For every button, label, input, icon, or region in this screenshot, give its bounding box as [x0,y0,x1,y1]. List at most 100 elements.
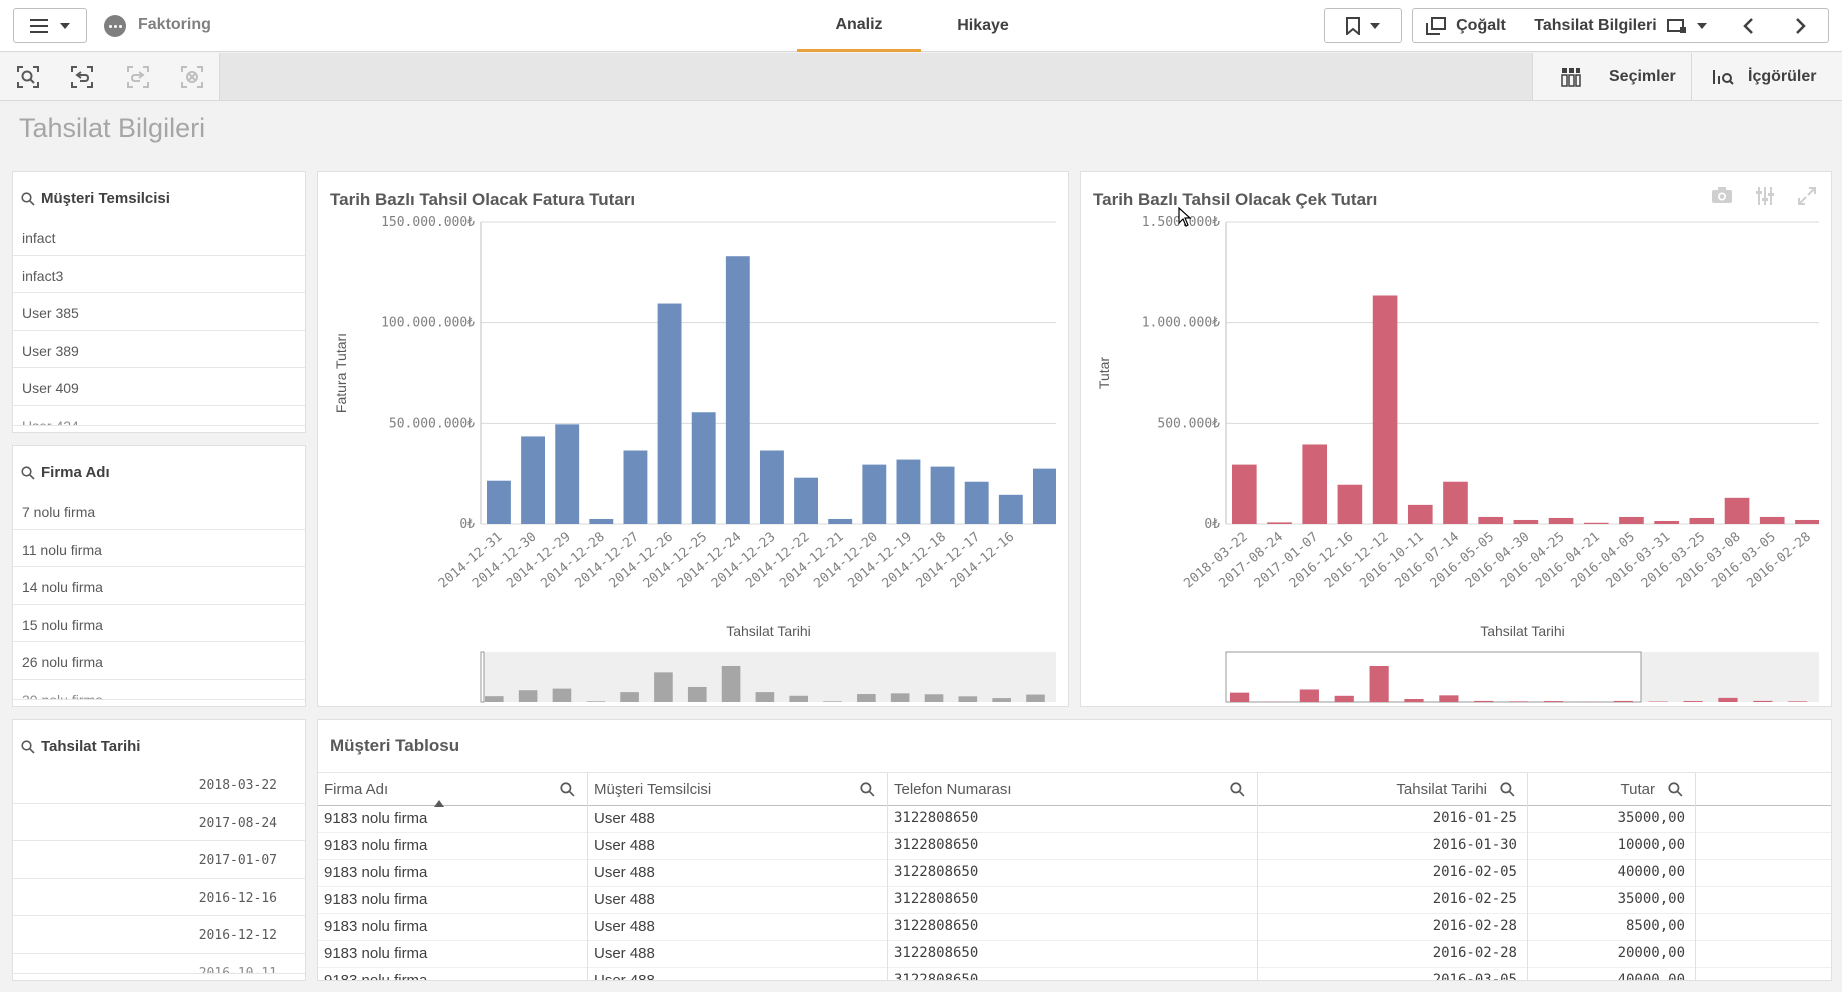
chart-actions [1711,186,1817,206]
navigation-menu-button[interactable] [13,8,87,43]
y-tick-label: 50.000.000₺ [389,416,475,431]
bar [964,481,989,524]
tab-analiz[interactable]: Analiz [797,0,921,52]
table-row[interactable]: 9183 nolu firma User 488 3122808650 2016… [318,914,1831,941]
bar [1407,504,1433,524]
duplicate-icon [1426,16,1447,35]
list-item[interactable]: infact [13,218,305,256]
exploration-menu-icon[interactable] [1755,186,1775,206]
bar-chart-cek[interactable]: 0₺500.000₺1.000.000₺1.500.000₺Tutar2018-… [1081,172,1832,707]
list-item[interactable]: 30 nolu firma [13,680,305,700]
chevron-left-icon [1742,17,1753,34]
list-item[interactable]: 11 nolu firma [13,530,305,567]
filter-pane-tahsilat-tarihi[interactable]: Tahsilat Tarihi 2018-03-22 2017-08-24 20… [12,719,306,981]
list-item[interactable]: infact3 [13,256,305,293]
table-row[interactable]: 9183 nolu firma User 488 3122808650 2016… [318,860,1831,887]
previous-sheet-button[interactable] [1722,8,1774,43]
mini-bar [518,690,538,702]
mini-bar [857,694,876,702]
column-header-firma-adi[interactable]: Firma Adı [318,773,588,807]
search-icon[interactable] [860,782,875,797]
list-item[interactable]: 2016-12-16 [13,879,305,916]
mini-bar [1369,666,1389,702]
y-tick-label: 0₺ [459,517,475,532]
x-axis-label: Tahsilat Tarihi [726,623,811,639]
sheet-selector-label: Tahsilat Bilgileri [1534,16,1657,34]
list-item[interactable]: 2016-12-12 [13,916,305,954]
table-row[interactable]: 9183 nolu firma User 488 3122808650 2016… [318,941,1831,968]
top-bar: Faktoring Analiz Hikaye Çoğalt Tahsilat … [0,0,1842,52]
list-item[interactable]: 2016-10-11 [13,954,305,974]
list-item[interactable]: User 424 [13,406,305,426]
list-item[interactable]: User 409 [13,368,305,406]
list-item[interactable]: 2017-01-07 [13,841,305,879]
search-icon[interactable] [1500,782,1515,797]
camera-icon[interactable] [1711,186,1733,204]
search-icon[interactable] [1230,782,1245,797]
filter-pane-musteri-temsilcisi[interactable]: Müşteri Temsilcisi infact infact3 User 3… [12,171,306,433]
mini-bar [924,694,944,702]
filter-title: Firma Adı [21,464,110,481]
mini-bar [1334,695,1354,702]
bar [759,450,784,524]
list-item[interactable]: 26 nolu firma [13,642,305,680]
search-icon [21,191,35,206]
bar [487,480,511,524]
bar [1724,497,1750,524]
table-row[interactable]: 9183 nolu firma User 488 3122808650 2016… [318,806,1831,833]
mini-bar [755,692,775,702]
table-row[interactable]: 9183 nolu firma User 488 3122808650 2016… [318,833,1831,860]
selections-button[interactable]: Seçimler [1533,53,1691,100]
bar [1032,468,1056,524]
list-item[interactable]: 7 nolu firma [13,492,305,530]
search-icon[interactable] [560,782,575,797]
table-row[interactable]: 9183 nolu firma User 488 3122808650 2016… [318,968,1831,980]
bar [998,494,1023,524]
chart-cek-tutari[interactable]: Tarih Bazlı Tahsil Olacak Çek Tutarı 0₺ 5… [1080,171,1832,707]
list-item[interactable]: User 389 [13,331,305,368]
chevron-right-icon [1795,17,1806,34]
selection-tools [0,53,220,100]
column-header-tahsilat-tarihi[interactable]: Tahsilat Tarihi [1258,773,1528,807]
bar-chart-fatura[interactable]: 0₺ 50.000.000₺ 100.000.000₺ 150.000.000₺ Fat… [318,172,1069,707]
y-axis-label: Tutar [1096,357,1112,389]
mini-bar [1543,701,1564,702]
y-tick-label: 1.000.000₺ [1142,316,1220,331]
column-header-musteri-temsilcisi[interactable]: Müşteri Temsilcisi [588,773,888,807]
column-header-telefon-numarasi[interactable]: Telefon Numarası [888,773,1258,807]
mouse-cursor-icon [1178,207,1192,227]
next-sheet-button[interactable] [1773,8,1829,43]
table-row[interactable]: 9183 nolu firma User 488 3122808650 2016… [318,887,1831,914]
mini-bar [1230,692,1250,702]
list-item[interactable]: 2018-03-22 [13,766,305,804]
chart-title: Tarih Bazlı Tahsil Olacak Fatura Tutarı [330,190,636,209]
list-item[interactable]: 15 nolu firma [13,605,305,642]
smart-search-icon[interactable] [17,66,39,88]
bar [555,424,580,524]
bookmarks-button[interactable] [1324,8,1402,43]
column-header-tutar[interactable]: Tutar [1528,773,1696,807]
search-icon[interactable] [1668,782,1683,797]
bar [1478,516,1503,524]
chart-fatura-tutari[interactable]: Tarih Bazlı Tahsil Olacak Fatura Tutarı … [317,171,1069,707]
caret-down-icon [60,22,70,29]
filter-pane-firma-adi[interactable]: Firma Adı 7 nolu firma 11 nolu firma 14 … [12,445,306,707]
mini-bar [1788,701,1808,702]
hamburger-icon [30,18,48,33]
list-item[interactable]: User 385 [13,293,305,331]
list-item[interactable]: 14 nolu firma [13,567,305,605]
duplicate-button[interactable]: Çoğalt [1412,8,1520,43]
list-item[interactable]: 2017-08-24 [13,804,305,841]
duplicate-label: Çoğalt [1456,16,1506,34]
caret-down-icon [1696,22,1707,29]
bookmark-icon [1346,16,1360,35]
sheet-selector[interactable]: Tahsilat Bilgileri [1519,8,1723,43]
insights-button[interactable]: İçgörüler [1691,53,1842,100]
expand-icon[interactable] [1797,186,1817,206]
step-back-icon[interactable] [71,66,93,88]
insights-label: İçgörüler [1748,68,1817,85]
tab-hikaye[interactable]: Hikaye [957,17,1009,34]
mini-bar [654,672,673,702]
mini-bar [1683,701,1703,702]
mini-bar [1026,694,1045,702]
